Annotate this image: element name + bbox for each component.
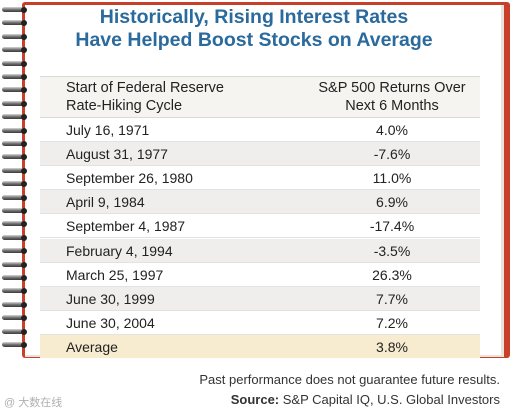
spiral-ring — [2, 314, 28, 322]
spiral-ring — [2, 180, 28, 188]
spiral-ring — [2, 140, 28, 148]
cell-return: -3.5% — [373, 242, 411, 259]
spiral-ring — [2, 261, 28, 269]
cell-date: September 4, 1987 — [66, 218, 186, 235]
spiral-ring — [2, 60, 28, 68]
table-row: February 4, 1994 -3.5% — [40, 238, 480, 263]
cell-return: 6.9% — [376, 194, 408, 211]
cell-return: 4.0% — [376, 122, 408, 138]
spiral-ring — [2, 328, 28, 336]
spiral-ring — [2, 220, 28, 228]
table-row: August 31, 1977 -7.6% — [40, 142, 480, 167]
cell-return: -7.6% — [373, 146, 411, 163]
spiral-ring — [2, 274, 28, 282]
source-text: S&P Capital IQ, U.S. Global Investors — [279, 392, 500, 407]
disclaimer-text: Past performance does not guarantee futu… — [199, 372, 500, 387]
spiral-ring — [2, 207, 28, 215]
cell-return: 26.3% — [372, 266, 412, 283]
spiral-ring — [2, 234, 28, 242]
watermark: @ 大数在线 — [4, 397, 63, 409]
spiral-ring — [2, 100, 28, 108]
table-row: July 16, 1971 4.0% — [40, 118, 480, 142]
table-header: Start of Federal Reserve Rate-Hiking Cyc… — [40, 76, 480, 118]
table-row: June 30, 1999 7.7% — [40, 286, 480, 311]
cell-date: April 9, 1984 — [66, 194, 145, 211]
average-row: Average 3.8% — [40, 334, 480, 358]
chart-title-line-2: Have Helped Boost Stocks on Average — [75, 29, 433, 51]
spiral-ring — [2, 46, 28, 54]
spiral-ring — [2, 153, 28, 161]
cell-date: June 30, 2004 — [66, 314, 155, 331]
average-label: Average — [66, 338, 118, 355]
cell-return: 7.7% — [376, 290, 408, 307]
chart-title: Historically, Rising Interest Rates Have… — [28, 6, 480, 52]
table-row: April 9, 1984 6.9% — [40, 190, 480, 215]
spiral-ring — [2, 33, 28, 41]
source-label: Source: — [230, 392, 280, 407]
cell-date: March 25, 1997 — [66, 266, 164, 283]
spiral-ring — [2, 341, 28, 349]
spiral-ring — [2, 194, 28, 202]
table-row: September 26, 1980 11.0% — [40, 166, 480, 191]
cell-date: July 16, 1971 — [66, 122, 150, 138]
cell-date: February 4, 1994 — [66, 242, 173, 259]
table-row: June 30, 2004 7.2% — [40, 311, 480, 335]
spiral-ring — [2, 86, 28, 94]
spiral-ring — [2, 301, 28, 309]
cell-return: 11.0% — [372, 170, 412, 187]
spiral-ring — [2, 73, 28, 81]
table-row: September 4, 1987 -17.4% — [40, 214, 480, 239]
cell-date: August 31, 1977 — [66, 146, 168, 163]
spiral-ring — [2, 167, 28, 175]
average-value: 3.8% — [376, 338, 408, 355]
spiral-ring — [2, 19, 28, 27]
cell-return: 7.2% — [376, 314, 408, 331]
cell-date: September 26, 1980 — [66, 170, 193, 187]
spiral-ring — [2, 6, 28, 14]
cell-date: June 30, 1999 — [66, 290, 155, 307]
table-row: March 25, 1997 26.3% — [40, 263, 480, 287]
spiral-ring — [2, 127, 28, 135]
spiral-ring — [2, 247, 28, 255]
column-header-date: Start of Federal Reserve Rate-Hiking Cyc… — [66, 80, 224, 114]
column-header-returns: S&P 500 Returns Over Next 6 Months — [318, 80, 466, 114]
source-line: Source: S&P Capital IQ, U.S. Global Inve… — [231, 392, 500, 407]
chart-title-line-1: Historically, Rising Interest Rates — [99, 6, 409, 28]
spiral-binding — [0, 6, 30, 356]
spiral-ring — [2, 113, 28, 121]
spiral-ring — [2, 287, 28, 295]
cell-return: -17.4% — [369, 218, 415, 235]
